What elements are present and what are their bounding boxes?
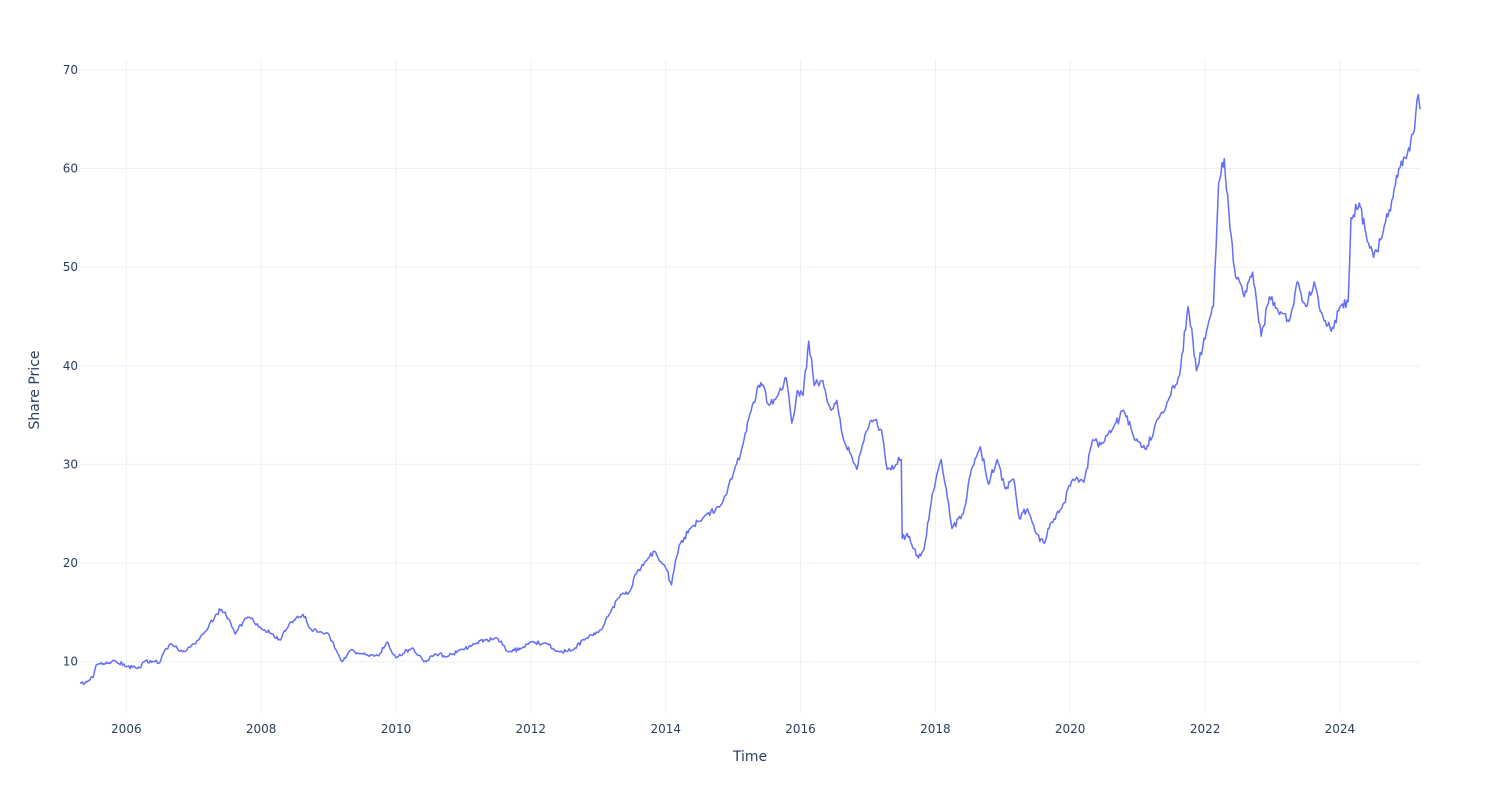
y-tick-label: 60 — [63, 162, 78, 176]
y-tick-label: 30 — [63, 457, 78, 471]
y-gridlines — [80, 69, 1420, 663]
y-tick-label: 20 — [63, 556, 78, 570]
y-tick-label: 10 — [63, 655, 78, 669]
y-tick-label: 50 — [63, 260, 78, 274]
y-axis-title: Share Price — [27, 350, 43, 429]
series-layer — [79, 93, 1421, 686]
x-axis-title: Time — [732, 749, 767, 765]
x-tick-label: 2008 — [246, 722, 277, 736]
x-tick-label: 2022 — [1190, 722, 1221, 736]
x-gridlines — [125, 60, 1341, 713]
x-tick-label: 2020 — [1055, 722, 1086, 736]
y-tick-label: 40 — [63, 359, 78, 373]
x-tick-labels: 2006 2008 2010 2012 2014 2016 2018 2020 2022 2024 — [111, 722, 1355, 736]
x-tick-label: 2006 — [111, 722, 142, 736]
x-tick-label: 2016 — [785, 722, 816, 736]
x-tick-label: 2014 — [650, 722, 681, 736]
y-tick-label: 70 — [63, 63, 78, 77]
x-tick-label: 2012 — [516, 722, 547, 736]
y-tick-labels: 10 20 30 40 50 60 70 — [63, 63, 78, 669]
series-line — [79, 93, 1421, 686]
x-tick-label: 2024 — [1325, 722, 1356, 736]
x-tick-label: 2018 — [920, 722, 951, 736]
x-tick-label: 2010 — [381, 722, 412, 736]
